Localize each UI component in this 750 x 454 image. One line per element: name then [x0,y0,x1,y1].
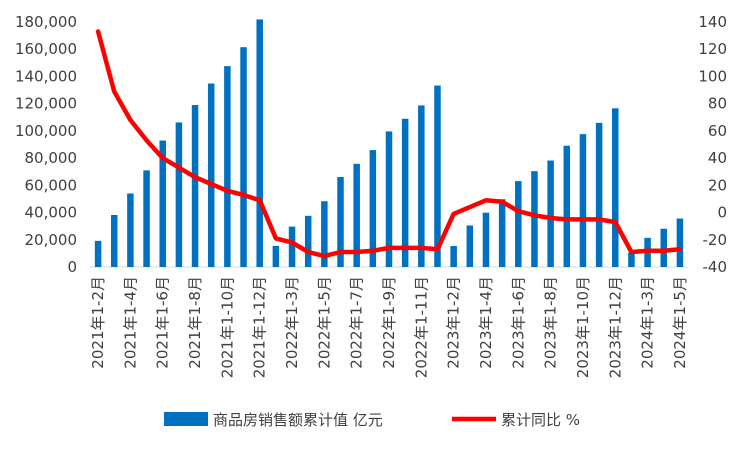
bar [418,105,425,267]
bar [661,229,668,267]
left-axis-tick-label: 40,000 [25,204,78,222]
right-axis-tick-label: -20 [703,231,728,249]
legend-line-label: 累计同比 % [501,411,580,429]
right-axis-tick-label: 140 [698,13,727,31]
bar [240,47,247,267]
legend: 商品房销售额累计值 亿元 累计同比 % [164,411,580,429]
right-axis-tick-label: 80 [708,95,727,113]
bar [531,171,538,267]
right-axis-tick-label: 100 [698,67,727,85]
bar [256,19,263,267]
bar [628,253,635,267]
x-axis-tick-label: 2024年1-3月 [639,276,657,369]
x-axis-tick-label: 2022年1-11月 [412,276,430,378]
left-axis: 0 20,000 40,000 60,000 80,000 100,000 120,000 1… [15,13,77,276]
bar [224,66,231,267]
left-axis-tick-label: 20,000 [25,231,78,249]
bar [515,181,522,267]
x-axis-tick-label: 2021年1-8月 [186,276,204,369]
bar [547,161,554,267]
x-axis-tick-label: 2021年1-10月 [218,276,236,378]
right-axis: -40 -20 0 20 40 60 80 100 120 140 [698,13,727,276]
x-axis-labels: 2021年1-2月 2021年1-4月 2021年1-6月 2021年1-8月 2021… [89,276,689,378]
bar [127,194,133,268]
right-axis-tick-label: 0 [717,204,727,222]
bar [596,123,603,267]
x-axis-tick-label: 2024年1-5月 [671,276,689,369]
x-axis-tick-label: 2022年1-9月 [380,276,398,369]
legend-bar-swatch [164,412,208,426]
x-axis-tick-label: 2023年1-4月 [477,276,495,369]
left-axis-tick-label: 0 [67,258,77,276]
bar [677,219,684,267]
bar [483,213,490,267]
right-axis-tick-label: -40 [703,258,728,276]
bar [143,170,150,267]
right-axis-tick-label: 20 [708,176,727,194]
left-axis-tick-label: 160,000 [15,40,77,58]
x-axis-tick-label: 2021年1-4月 [121,276,139,369]
left-axis-tick-label: 180,000 [15,13,77,31]
right-axis-tick-label: 120 [698,40,727,58]
bar [499,199,506,267]
x-axis-tick-label: 2023年1-10月 [574,276,592,378]
x-axis-tick-label: 2022年1-7月 [348,276,366,369]
left-axis-tick-label: 80,000 [25,149,78,167]
bar [467,225,474,267]
bar [111,215,118,267]
bar [580,134,587,267]
x-axis-tick-label: 2021年1-6月 [154,276,172,369]
x-axis-tick-label: 2023年1-8月 [542,276,560,369]
right-axis-tick-label: 40 [708,149,727,167]
x-axis-tick-label: 2022年1-3月 [283,276,301,369]
bar [192,105,199,267]
bar [612,108,619,267]
x-axis-tick-label: 2023年1-6月 [509,276,527,369]
x-axis-tick-label: 2023年1-2月 [445,276,463,369]
bar [289,227,296,267]
bar [450,246,457,267]
left-axis-tick-label: 120,000 [15,95,77,113]
left-axis-tick-label: 60,000 [25,176,78,194]
x-axis-tick-label: 2022年1-5月 [315,276,333,369]
bar [95,241,102,267]
bar [208,84,215,267]
bar [402,119,409,267]
bar [273,246,280,267]
bar-series [95,19,683,267]
bar [564,146,571,267]
right-axis-tick-label: 60 [708,122,727,140]
x-axis-tick-label: 2023年1-12月 [606,276,624,378]
bar [176,122,183,267]
bar [305,216,312,267]
left-axis-tick-label: 100,000 [15,122,77,140]
legend-bar-label: 商品房销售额累计值 亿元 [213,411,383,429]
left-axis-tick-label: 140,000 [15,67,77,85]
x-axis-tick-label: 2021年1-2月 [89,276,107,369]
x-axis-tick-label: 2021年1-12月 [251,276,269,378]
